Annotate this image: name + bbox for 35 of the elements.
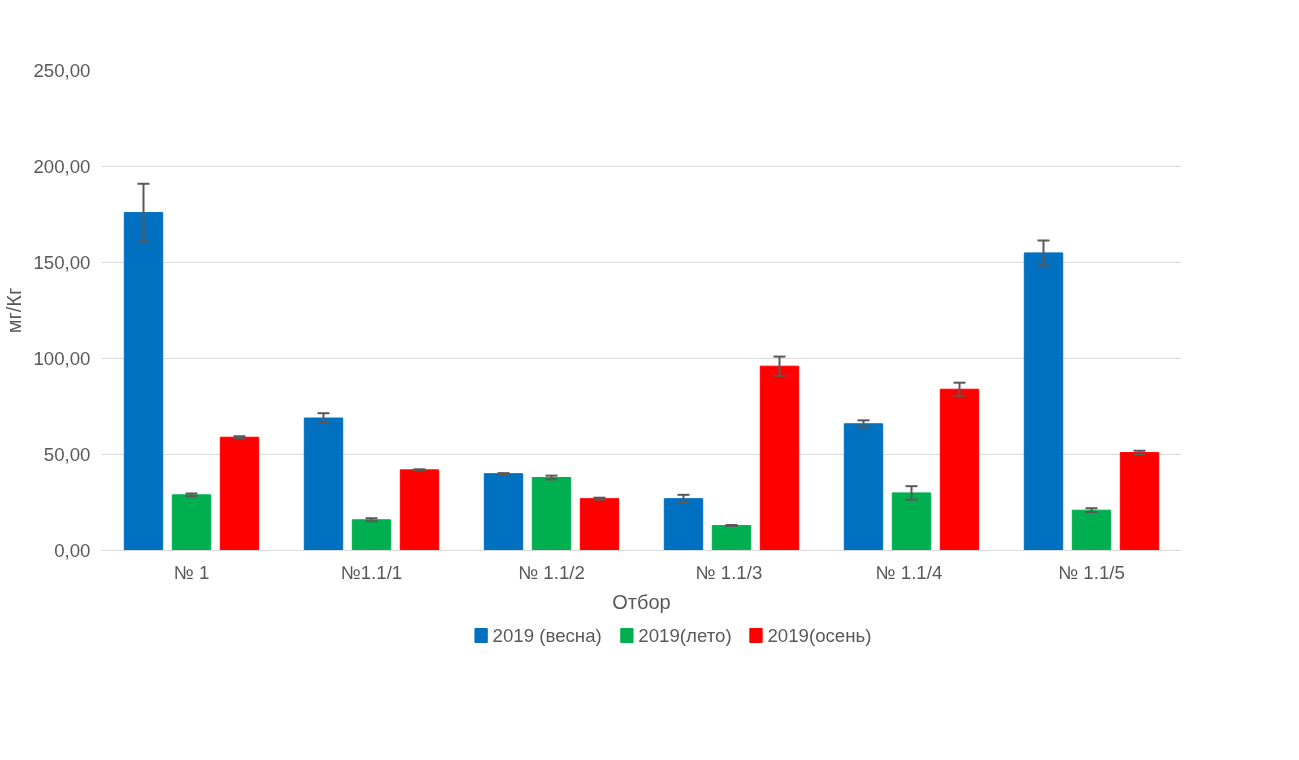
legend-label: 2019(лето) xyxy=(638,625,732,646)
x-tick-label: № 1 xyxy=(173,561,210,583)
bar xyxy=(939,388,980,551)
y-tick-label: 200,00 xyxy=(33,156,91,177)
bar xyxy=(399,469,440,551)
bar xyxy=(303,417,344,551)
bar xyxy=(759,365,800,551)
x-tick-label: № 1.1/3 xyxy=(695,561,763,583)
y-tick-label: 250,00 xyxy=(33,60,91,81)
bar xyxy=(579,498,620,551)
y-tick-label: 0,00 xyxy=(54,540,91,561)
bar xyxy=(891,492,932,551)
x-tick-label: № 1.1/5 xyxy=(1058,561,1125,583)
bar xyxy=(483,473,524,551)
y-tick-label: 50,00 xyxy=(43,444,91,465)
bar xyxy=(123,212,164,551)
x-tick-label: № 1.1/4 xyxy=(875,561,943,583)
legend-label: 2019 (весна) xyxy=(492,625,602,646)
bar xyxy=(1071,509,1112,551)
y-tick-label: 100,00 xyxy=(33,348,91,369)
bar xyxy=(171,494,212,551)
bar xyxy=(843,423,884,551)
legend-label: 2019(осень) xyxy=(767,625,872,646)
x-tick-label: №1.1/1 xyxy=(340,561,403,583)
bar xyxy=(219,436,260,551)
y-tick-label: 150,00 xyxy=(33,252,91,273)
bar xyxy=(531,477,572,551)
bar xyxy=(663,498,704,551)
bar xyxy=(351,519,392,551)
bar xyxy=(1119,452,1160,551)
bar xyxy=(711,525,752,551)
x-tick-label: № 1.1/2 xyxy=(518,561,585,583)
y-axis-title: мг/Кг xyxy=(3,287,26,334)
bar xyxy=(1023,252,1064,551)
x-axis-title: Отбор xyxy=(612,590,671,613)
